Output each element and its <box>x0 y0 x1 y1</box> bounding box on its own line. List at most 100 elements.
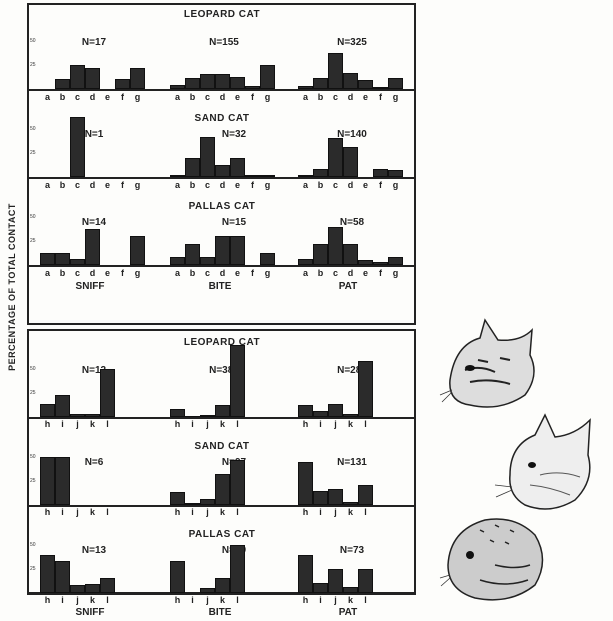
bar-h <box>170 561 185 593</box>
category-label-c: c <box>204 180 211 190</box>
sample-size-label: N=131 <box>337 457 367 468</box>
bar-b <box>313 169 328 177</box>
bar-k <box>343 587 358 593</box>
bar-e <box>358 80 373 89</box>
category-label-f: f <box>251 268 254 278</box>
category-label-b: b <box>317 92 324 102</box>
behavior-label-bite: BITE <box>208 281 232 292</box>
sample-size-label: N=325 <box>337 37 367 48</box>
category-label-f: f <box>121 92 124 102</box>
category-label-e: e <box>362 180 369 190</box>
species-title: LEOPARD CAT <box>183 337 261 348</box>
behavior-label-pat: PAT <box>338 607 358 618</box>
bar-d <box>215 73 230 89</box>
category-label-i: i <box>319 507 322 517</box>
category-label-b: b <box>59 180 66 190</box>
category-label-c: c <box>204 92 211 102</box>
bar-d <box>343 147 358 177</box>
bar-j <box>70 585 85 593</box>
category-label-k: k <box>219 595 226 605</box>
sample-size-label: N=155 <box>209 37 239 48</box>
category-label-d: d <box>89 268 96 278</box>
bar-c <box>328 226 343 265</box>
category-label-g: g <box>134 268 141 278</box>
category-label-i: i <box>61 595 64 605</box>
leopard-cat-head-drawing <box>439 318 535 408</box>
bar-i <box>185 503 200 506</box>
category-label-h: h <box>302 419 309 429</box>
bar-i <box>55 457 70 505</box>
bar-a <box>298 259 313 265</box>
category-label-j: j <box>334 595 337 605</box>
bar-c <box>70 65 85 89</box>
category-label-g: g <box>264 268 271 278</box>
category-label-d: d <box>89 180 96 190</box>
bar-e <box>230 76 245 89</box>
bar-d <box>215 236 230 265</box>
y-tick-50: 50 <box>30 366 36 372</box>
bar-a <box>298 175 313 178</box>
category-label-d: d <box>347 268 354 278</box>
bar-l <box>100 577 115 593</box>
sample-size-label: N=13 <box>81 545 107 556</box>
bar-k <box>343 414 358 417</box>
bar-a <box>170 257 185 265</box>
behavior-label-sniff: SNIFF <box>75 281 105 292</box>
category-label-l: l <box>364 419 367 429</box>
bar-f <box>373 262 388 265</box>
bar-l <box>230 459 245 505</box>
bar-i <box>55 561 70 593</box>
bar-h <box>298 404 313 417</box>
baseline <box>27 265 416 267</box>
bar-h <box>40 403 55 417</box>
category-label-j: j <box>76 419 79 429</box>
category-label-k: k <box>219 507 226 517</box>
category-label-g: g <box>392 92 399 102</box>
category-label-k: k <box>347 595 354 605</box>
category-label-k: k <box>89 419 96 429</box>
row-divider <box>27 89 416 91</box>
bar-j <box>200 415 215 418</box>
category-label-a: a <box>302 180 309 190</box>
species-title: PALLAS CAT <box>188 201 256 212</box>
bar-a <box>40 252 55 265</box>
category-label-c: c <box>74 268 81 278</box>
category-label-g: g <box>264 92 271 102</box>
category-label-e: e <box>362 92 369 102</box>
category-label-h: h <box>44 507 51 517</box>
sample-size-label: N=17 <box>81 37 107 48</box>
bar-l <box>100 369 115 417</box>
pallas-cat-head-drawing <box>439 518 544 601</box>
bar-f <box>373 87 388 90</box>
category-label-c: c <box>74 92 81 102</box>
category-label-i: i <box>319 595 322 605</box>
bar-l <box>230 545 245 593</box>
y-tick-50: 50 <box>30 126 36 132</box>
category-label-l: l <box>106 419 109 429</box>
cat-illustrations <box>439 318 591 601</box>
bar-h <box>298 554 313 593</box>
category-label-f: f <box>121 268 124 278</box>
category-label-b: b <box>189 180 196 190</box>
bar-l <box>358 361 373 417</box>
category-label-e: e <box>104 92 111 102</box>
category-label-d: d <box>347 180 354 190</box>
baseline <box>27 593 416 595</box>
category-label-d: d <box>89 92 96 102</box>
bar-g <box>388 257 403 265</box>
category-label-d: d <box>219 180 226 190</box>
bar-h <box>170 409 185 417</box>
y-tick-25: 25 <box>30 566 36 572</box>
category-label-f: f <box>379 92 382 102</box>
category-label-k: k <box>89 595 96 605</box>
bar-k <box>215 474 230 505</box>
species-title: PALLAS CAT <box>188 529 256 540</box>
category-label-l: l <box>106 507 109 517</box>
category-label-e: e <box>104 268 111 278</box>
sample-size-label: N=380 <box>209 365 239 376</box>
bar-g <box>260 65 275 89</box>
category-label-h: h <box>302 507 309 517</box>
category-label-b: b <box>189 268 196 278</box>
category-label-b: b <box>59 268 66 278</box>
bar-l <box>230 345 245 417</box>
